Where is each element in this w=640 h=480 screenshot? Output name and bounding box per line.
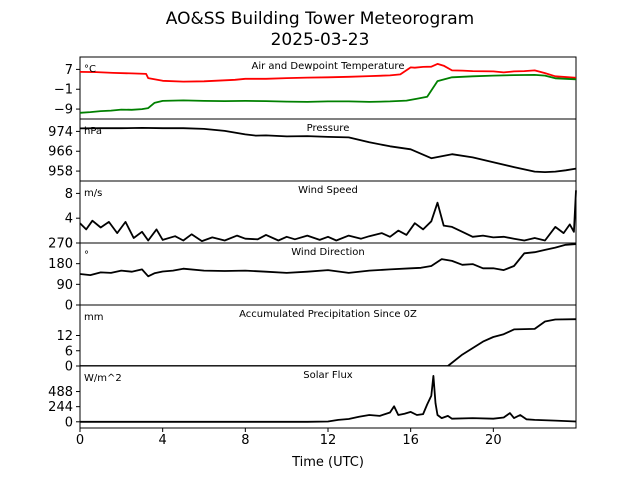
y-tick-label: 270 (48, 237, 73, 252)
panel-title: Wind Direction (291, 247, 365, 258)
x-tick-label: 4 (159, 433, 167, 448)
panels-group: 7 −1 −9 Air and Dewpoint Temperature °C 974 96… (48, 56, 577, 432)
y-tick-label: 244 (48, 400, 73, 415)
y-tick-label: 488 (48, 385, 73, 400)
y-tick-label: −9 (54, 103, 73, 118)
panel-frame (79, 304, 577, 367)
panel-frame (79, 365, 577, 429)
panel-title: Wind Speed (298, 185, 358, 196)
y-tick-label: 0 (65, 415, 73, 430)
panel-4: 0 90 180 270 Wind Direction ° (48, 237, 577, 314)
series-line-1 (80, 374, 577, 423)
panel-frame (79, 180, 577, 244)
panel-unit: °C (84, 64, 96, 75)
series-line-1 (79, 127, 577, 174)
y-tick-label: 974 (48, 125, 73, 140)
panel-title: Accumulated Precipitation Since 0Z (239, 309, 417, 320)
y-tick-label: −1 (54, 83, 73, 98)
panel-3: 0 4 8 Wind Speed m/s (65, 180, 577, 252)
figure-title-line1: AO&SS Building Tower Meteorogram (166, 9, 474, 29)
panel-unit: hPa (84, 126, 102, 137)
y-tick-label: 958 (48, 165, 73, 180)
series-line-2 (79, 74, 577, 114)
x-tick-label: 12 (320, 433, 337, 448)
panel-unit: mm (84, 312, 103, 323)
panel-frame (79, 118, 577, 182)
panel-2: 974 966 958 Pressure hPa (48, 118, 577, 185)
panel-title: Air and Dewpoint Temperature (252, 61, 405, 72)
x-axis-label: Time (UTC) (291, 455, 364, 470)
panel-frame (79, 242, 577, 306)
y-tick-label: 180 (48, 257, 73, 272)
series-line-1 (79, 63, 577, 83)
y-tick-label: 8 (65, 187, 73, 202)
x-tick-label: 16 (402, 433, 419, 448)
panel-frame (79, 56, 577, 120)
panel-title: Pressure (307, 123, 350, 134)
panel-unit: m/s (84, 188, 102, 199)
y-tick-label: 7 (65, 63, 73, 78)
x-tick-label: 8 (241, 433, 249, 448)
y-tick-label: 0 (65, 360, 73, 375)
x-axis: 0 4 8 12 16 20 (76, 433, 502, 448)
panel-1: 7 −1 −9 Air and Dewpoint Temperature °C (54, 56, 577, 123)
y-tick-label: 12 (56, 329, 73, 344)
figure-title-line2: 2025-03-23 (271, 30, 370, 50)
panel-title: Solar Flux (303, 370, 353, 381)
panel-unit: ° (84, 250, 89, 261)
y-tick-label: 6 (65, 344, 73, 359)
series-line-1 (79, 243, 577, 278)
y-tick-label: 0 (65, 299, 73, 314)
x-tick-label: 0 (76, 433, 84, 448)
y-tick-label: 966 (48, 145, 73, 160)
x-tick-label: 20 (485, 433, 502, 448)
y-tick-label: 90 (56, 278, 73, 293)
y-tick-label: 0 (65, 237, 73, 252)
series-line-1 (79, 190, 577, 243)
y-tick-label: 4 (65, 212, 73, 227)
panel-unit: W/m^2 (84, 373, 122, 384)
